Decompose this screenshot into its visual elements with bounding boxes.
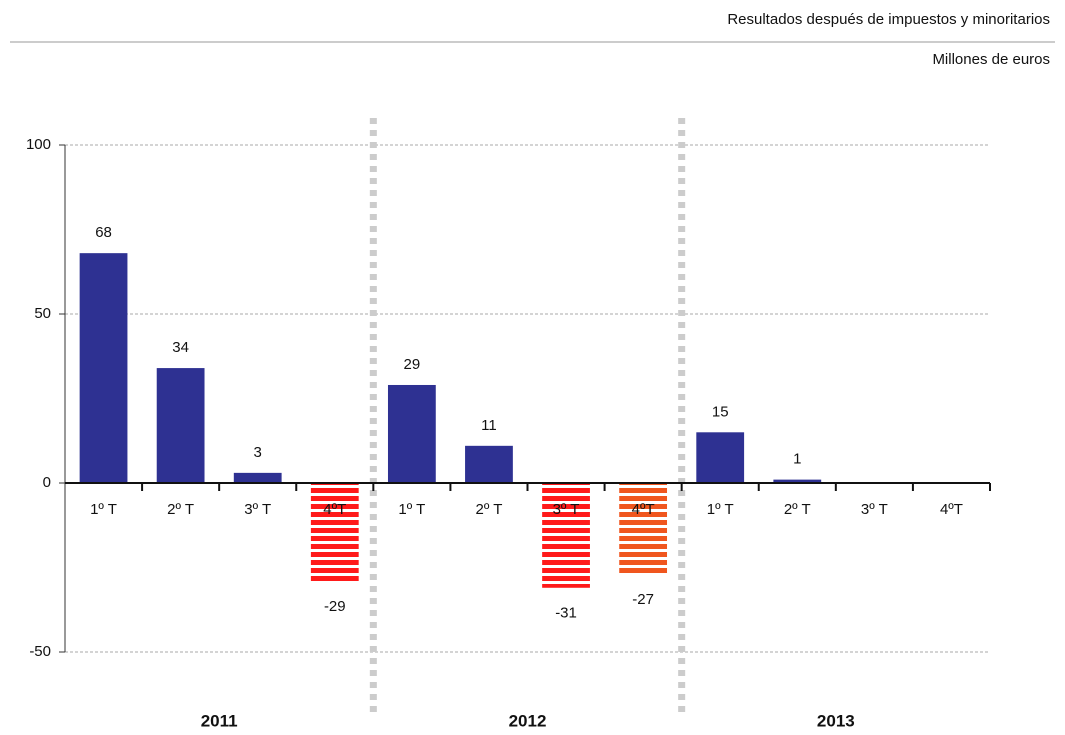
bar <box>619 483 668 575</box>
group-label: 2011 <box>201 711 238 730</box>
x-tick-label: 3º T <box>553 501 580 518</box>
chart-title: Resultados después de impuestos y minori… <box>727 11 1050 28</box>
y-tick-label: -50 <box>29 643 51 660</box>
y-tick-label: 0 <box>43 474 51 491</box>
bar <box>542 483 590 588</box>
bar <box>233 472 282 483</box>
value-label: 11 <box>481 417 497 434</box>
bar <box>696 432 745 483</box>
value-label: 3 <box>254 444 262 461</box>
value-label: -31 <box>555 605 577 622</box>
x-tick-label: 4ºT <box>632 501 655 518</box>
y-tick-label: 100 <box>26 136 51 153</box>
value-label: 29 <box>404 356 421 373</box>
group-label: 2012 <box>509 711 547 730</box>
value-label: 15 <box>712 403 729 420</box>
bar <box>310 483 359 582</box>
value-label: 1 <box>793 451 801 468</box>
value-label: 68 <box>95 224 112 241</box>
bar <box>773 479 822 483</box>
value-label: -29 <box>324 598 346 615</box>
x-tick-label: 1º T <box>707 501 734 518</box>
chart-subtitle: Millones de euros <box>932 51 1050 68</box>
x-tick-label: 1º T <box>90 501 117 518</box>
y-tick-label: 50 <box>34 305 51 322</box>
group-label: 2013 <box>817 711 855 730</box>
value-label: 34 <box>172 339 189 356</box>
bar <box>465 445 513 483</box>
value-label: -27 <box>632 591 654 608</box>
x-tick-label: 2º T <box>167 501 194 518</box>
bar <box>79 253 128 483</box>
bar <box>387 384 436 483</box>
x-tick-label: 4ºT <box>323 501 346 518</box>
x-tick-label: 3º T <box>244 501 271 518</box>
x-tick-label: 4ºT <box>940 501 963 518</box>
bar <box>156 368 205 483</box>
x-tick-label: 1º T <box>398 501 425 518</box>
x-tick-label: 3º T <box>861 501 888 518</box>
x-tick-label: 2º T <box>476 501 503 518</box>
x-tick-label: 2º T <box>784 501 811 518</box>
